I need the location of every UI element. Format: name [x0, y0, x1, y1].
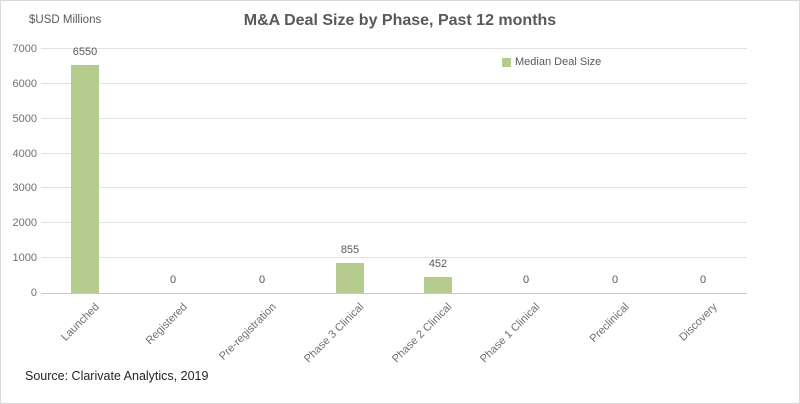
x-category-label: Phase 2 Clinical	[390, 301, 455, 366]
gridline	[41, 82, 747, 84]
bar-value-label: 0	[258, 274, 266, 286]
y-tick-label: 1000	[12, 252, 37, 265]
bar-value-label: 0	[522, 274, 530, 286]
bar	[424, 277, 452, 293]
gridline	[41, 222, 747, 224]
x-category-label: Phase 3 Clinical	[302, 301, 367, 366]
bar-value-label: 6550	[72, 46, 98, 58]
y-tick-label: 5000	[12, 112, 37, 125]
gridline	[41, 152, 747, 154]
y-tick-label: 6000	[12, 77, 37, 90]
y-axis-title: $USD Millions	[29, 14, 102, 26]
legend-color-swatch	[502, 58, 511, 67]
legend: Median Deal Size	[502, 56, 601, 69]
x-category-label: Phase 1 Clinical	[478, 301, 543, 366]
y-tick-label: 4000	[12, 147, 37, 160]
legend-label: Median Deal Size	[515, 56, 602, 68]
bar-value-label: 0	[699, 274, 707, 286]
gridline	[41, 48, 747, 49]
bar-value-label: 855	[340, 244, 360, 256]
x-axis-line	[41, 293, 747, 294]
gridline	[41, 187, 747, 189]
chart-title: M&A Deal Size by Phase, Past 12 months	[243, 12, 557, 29]
y-tick-label: 0	[30, 287, 37, 299]
bar	[71, 65, 99, 293]
bar-value-label: 0	[611, 274, 619, 286]
y-tick-label: 3000	[12, 182, 37, 195]
x-category-label: Preclinical	[587, 301, 632, 345]
bar	[336, 263, 364, 293]
y-tick-label: 7000	[12, 43, 37, 55]
x-category-label: Registered	[143, 301, 190, 348]
x-category-label: Launched	[58, 301, 102, 344]
y-tick-label: 2000	[12, 217, 37, 230]
x-category-label: Discovery	[676, 301, 720, 344]
gridline	[41, 117, 747, 119]
bar-value-label: 0	[169, 274, 177, 286]
source-note: Source: Clarivate Analytics, 2019	[25, 369, 209, 383]
gridline	[41, 257, 747, 259]
bar-value-label: 452	[428, 258, 448, 270]
x-category-label: Pre-registration	[216, 301, 279, 363]
